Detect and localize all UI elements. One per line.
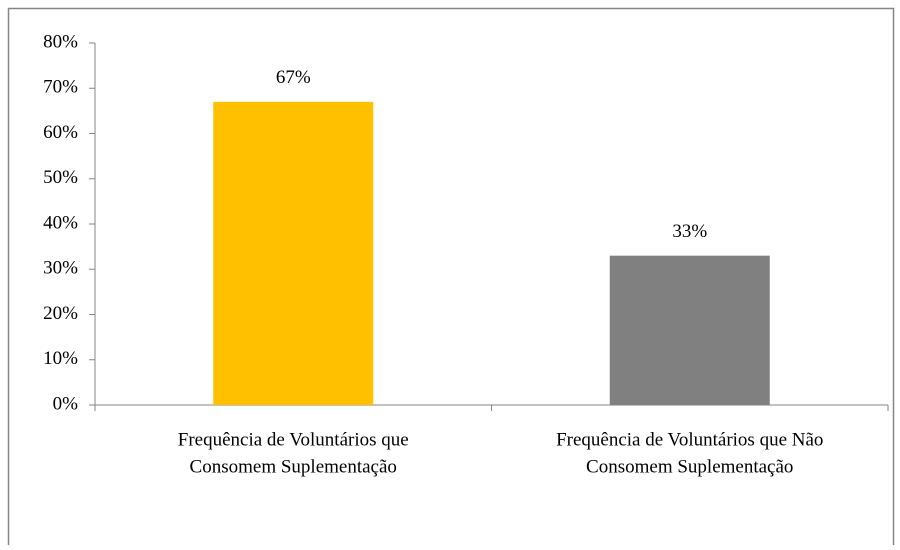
- y-tick-label: 60%: [43, 122, 78, 143]
- x-tick-label: Frequência de Voluntários que: [178, 429, 409, 450]
- x-tick-label: Consomem Suplementação: [190, 456, 397, 477]
- x-tick-label: Frequência de Voluntários que Não: [556, 429, 823, 450]
- data-label: 33%: [672, 221, 707, 242]
- y-tick-label: 40%: [43, 212, 78, 233]
- y-tick-label: 20%: [43, 303, 78, 324]
- y-tick-label: 0%: [53, 393, 79, 414]
- data-label: 67%: [276, 67, 311, 88]
- bar: [213, 101, 374, 405]
- bar: [609, 255, 770, 405]
- y-tick-label: 30%: [43, 258, 78, 279]
- y-tick-label: 80%: [43, 31, 78, 52]
- y-tick-label: 50%: [43, 167, 78, 188]
- y-tick-label: 10%: [43, 348, 78, 369]
- y-tick-label: 70%: [43, 77, 78, 98]
- x-tick-label: Consomem Suplementação: [586, 456, 793, 477]
